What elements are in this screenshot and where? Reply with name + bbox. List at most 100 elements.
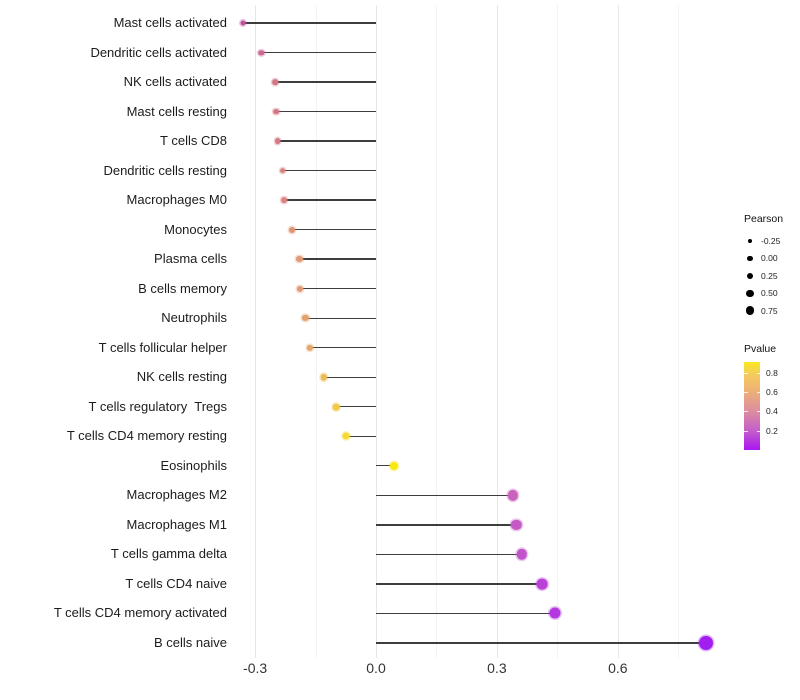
data-point-dot: [258, 49, 264, 56]
lollipop-stem: [305, 317, 376, 319]
y-axis-label: Dendritic cells activated: [90, 44, 227, 60]
x-axis-tick-label: -0.3: [243, 660, 268, 676]
gradient-tick: [744, 411, 748, 413]
lollipop-stem: [376, 583, 543, 585]
gridline-minor: [557, 5, 559, 658]
data-point-dot: [507, 490, 519, 501]
legend-dot-box: [744, 270, 756, 282]
legend-pvalue-title: Pvalue: [744, 343, 777, 355]
lollipop-stem: [376, 553, 522, 556]
data-point-dot: [342, 432, 350, 440]
legend-pearson-item: -0.25: [744, 232, 783, 250]
legend-dot-box: [744, 305, 756, 317]
y-axis-label: T cells CD4 naive: [125, 575, 227, 591]
lollipop-stem: [284, 199, 376, 201]
plot-panel: [233, 5, 733, 658]
legend-size-dot: [746, 272, 754, 279]
x-axis-tick-label: 0.0: [366, 660, 386, 676]
gradient-tick: [756, 411, 760, 413]
lollipop-stem: [376, 642, 707, 644]
data-point-dot: [273, 108, 279, 115]
data-point-dot: [296, 285, 303, 292]
legend-size-label: 0.75: [761, 305, 778, 316]
data-point-dot: [549, 607, 561, 619]
y-axis-label: NK cells resting: [136, 369, 227, 385]
data-point-dot: [306, 344, 313, 351]
y-axis-label: Neutrophils: [161, 310, 227, 326]
legend-size-label: -0.25: [761, 235, 781, 246]
y-axis-label: B cells naive: [154, 634, 227, 650]
legend-pearson-item: 0.50: [744, 285, 783, 303]
legend-pearson: Pearson -0.25 0.00 0.25 0.50 0.75: [744, 213, 783, 320]
data-point-dot: [279, 167, 286, 174]
y-axis-label: T cells follicular helper: [98, 339, 227, 355]
lollipop-stem: [345, 435, 376, 437]
lollipop-stem: [376, 465, 395, 467]
data-point-dot: [320, 373, 327, 381]
legend-dot-box: [744, 252, 756, 264]
y-axis-label: Macrophages M2: [126, 487, 227, 503]
legend-pvalue: Pvalue 0.8 0.6 0.4 0.2: [744, 343, 778, 450]
data-point-dot: [274, 138, 281, 144]
legend-pvalue-gradient-wrap: 0.8 0.6 0.4 0.2: [744, 362, 778, 450]
lollipop-stem: [323, 376, 376, 378]
lollipop-stem: [376, 524, 517, 526]
data-point-dot: [511, 519, 522, 530]
gradient-tick: [756, 430, 760, 432]
y-axis-labels: Mast cells activated Dendritic cells acti…: [0, 5, 227, 658]
y-axis-label: Plasma cells: [154, 251, 227, 267]
gradient-tick: [744, 430, 748, 432]
lollipop-stem: [376, 612, 556, 615]
y-axis-label: Macrophages M0: [126, 192, 227, 208]
legend-size-label: 0.50: [761, 288, 778, 299]
y-axis-label: B cells memory: [138, 280, 227, 296]
y-axis-label: NK cells activated: [123, 74, 227, 90]
data-point-dot: [536, 578, 548, 590]
legend-size-dot: [747, 255, 753, 261]
legend-size-dot: [745, 306, 755, 316]
data-point-dot: [272, 79, 279, 85]
gradient-tick: [744, 372, 748, 374]
gridline-major: [376, 5, 377, 658]
y-axis-label: Dendritic cells resting: [103, 162, 227, 178]
legend-size-label: 0.25: [761, 270, 778, 281]
y-axis-label: T cells gamma delta: [110, 546, 227, 562]
legend-pearson-items: -0.25 0.00 0.25 0.50 0.75: [744, 232, 783, 320]
gradient-tick-label: 0.2: [766, 425, 778, 436]
legend-size-label: 0.00: [761, 253, 778, 264]
legend-dot-box: [744, 235, 756, 247]
lollipop-stem: [292, 228, 376, 231]
legend-pearson-title: Pearson: [744, 213, 784, 225]
lollipop-stem: [277, 140, 376, 142]
gridline-major: [255, 5, 257, 658]
lollipop-stem: [335, 406, 376, 408]
data-point-dot: [699, 635, 714, 650]
y-axis-label: Macrophages M1: [126, 516, 227, 532]
gridline-major: [496, 5, 498, 658]
gridline-minor: [678, 5, 680, 658]
gridline-minor: [436, 5, 438, 658]
data-point-dot: [240, 20, 246, 26]
y-axis-label: Mast cells activated: [113, 15, 227, 30]
y-axis-label: Eosinophils: [160, 457, 228, 473]
lollipop-stem: [376, 494, 514, 496]
gradient-tick-label: 0.6: [766, 386, 778, 397]
gradient-tick-label: 0.8: [766, 367, 778, 378]
legend-pearson-item: 0.00: [744, 250, 783, 268]
y-axis-label: T cells CD8: [160, 133, 227, 149]
y-axis-label: T cells CD4 memory resting: [66, 428, 227, 444]
lollipop-stem: [299, 258, 376, 260]
lollipop-stem: [243, 22, 376, 24]
legend-pearson-item: 0.75: [744, 302, 783, 320]
data-point-dot: [281, 197, 288, 204]
gradient-tick: [744, 391, 748, 393]
lollipop-stem: [299, 287, 376, 290]
gradient-tick-label: 0.4: [766, 406, 778, 417]
y-axis-label: T cells regulatory Tregs: [88, 398, 227, 414]
y-axis-label: Mast cells resting: [126, 103, 227, 119]
lollipop-stem: [261, 51, 376, 54]
lollipop-stem: [275, 81, 376, 83]
legend-size-dot: [746, 289, 754, 297]
legend-dot-box: [744, 287, 756, 299]
